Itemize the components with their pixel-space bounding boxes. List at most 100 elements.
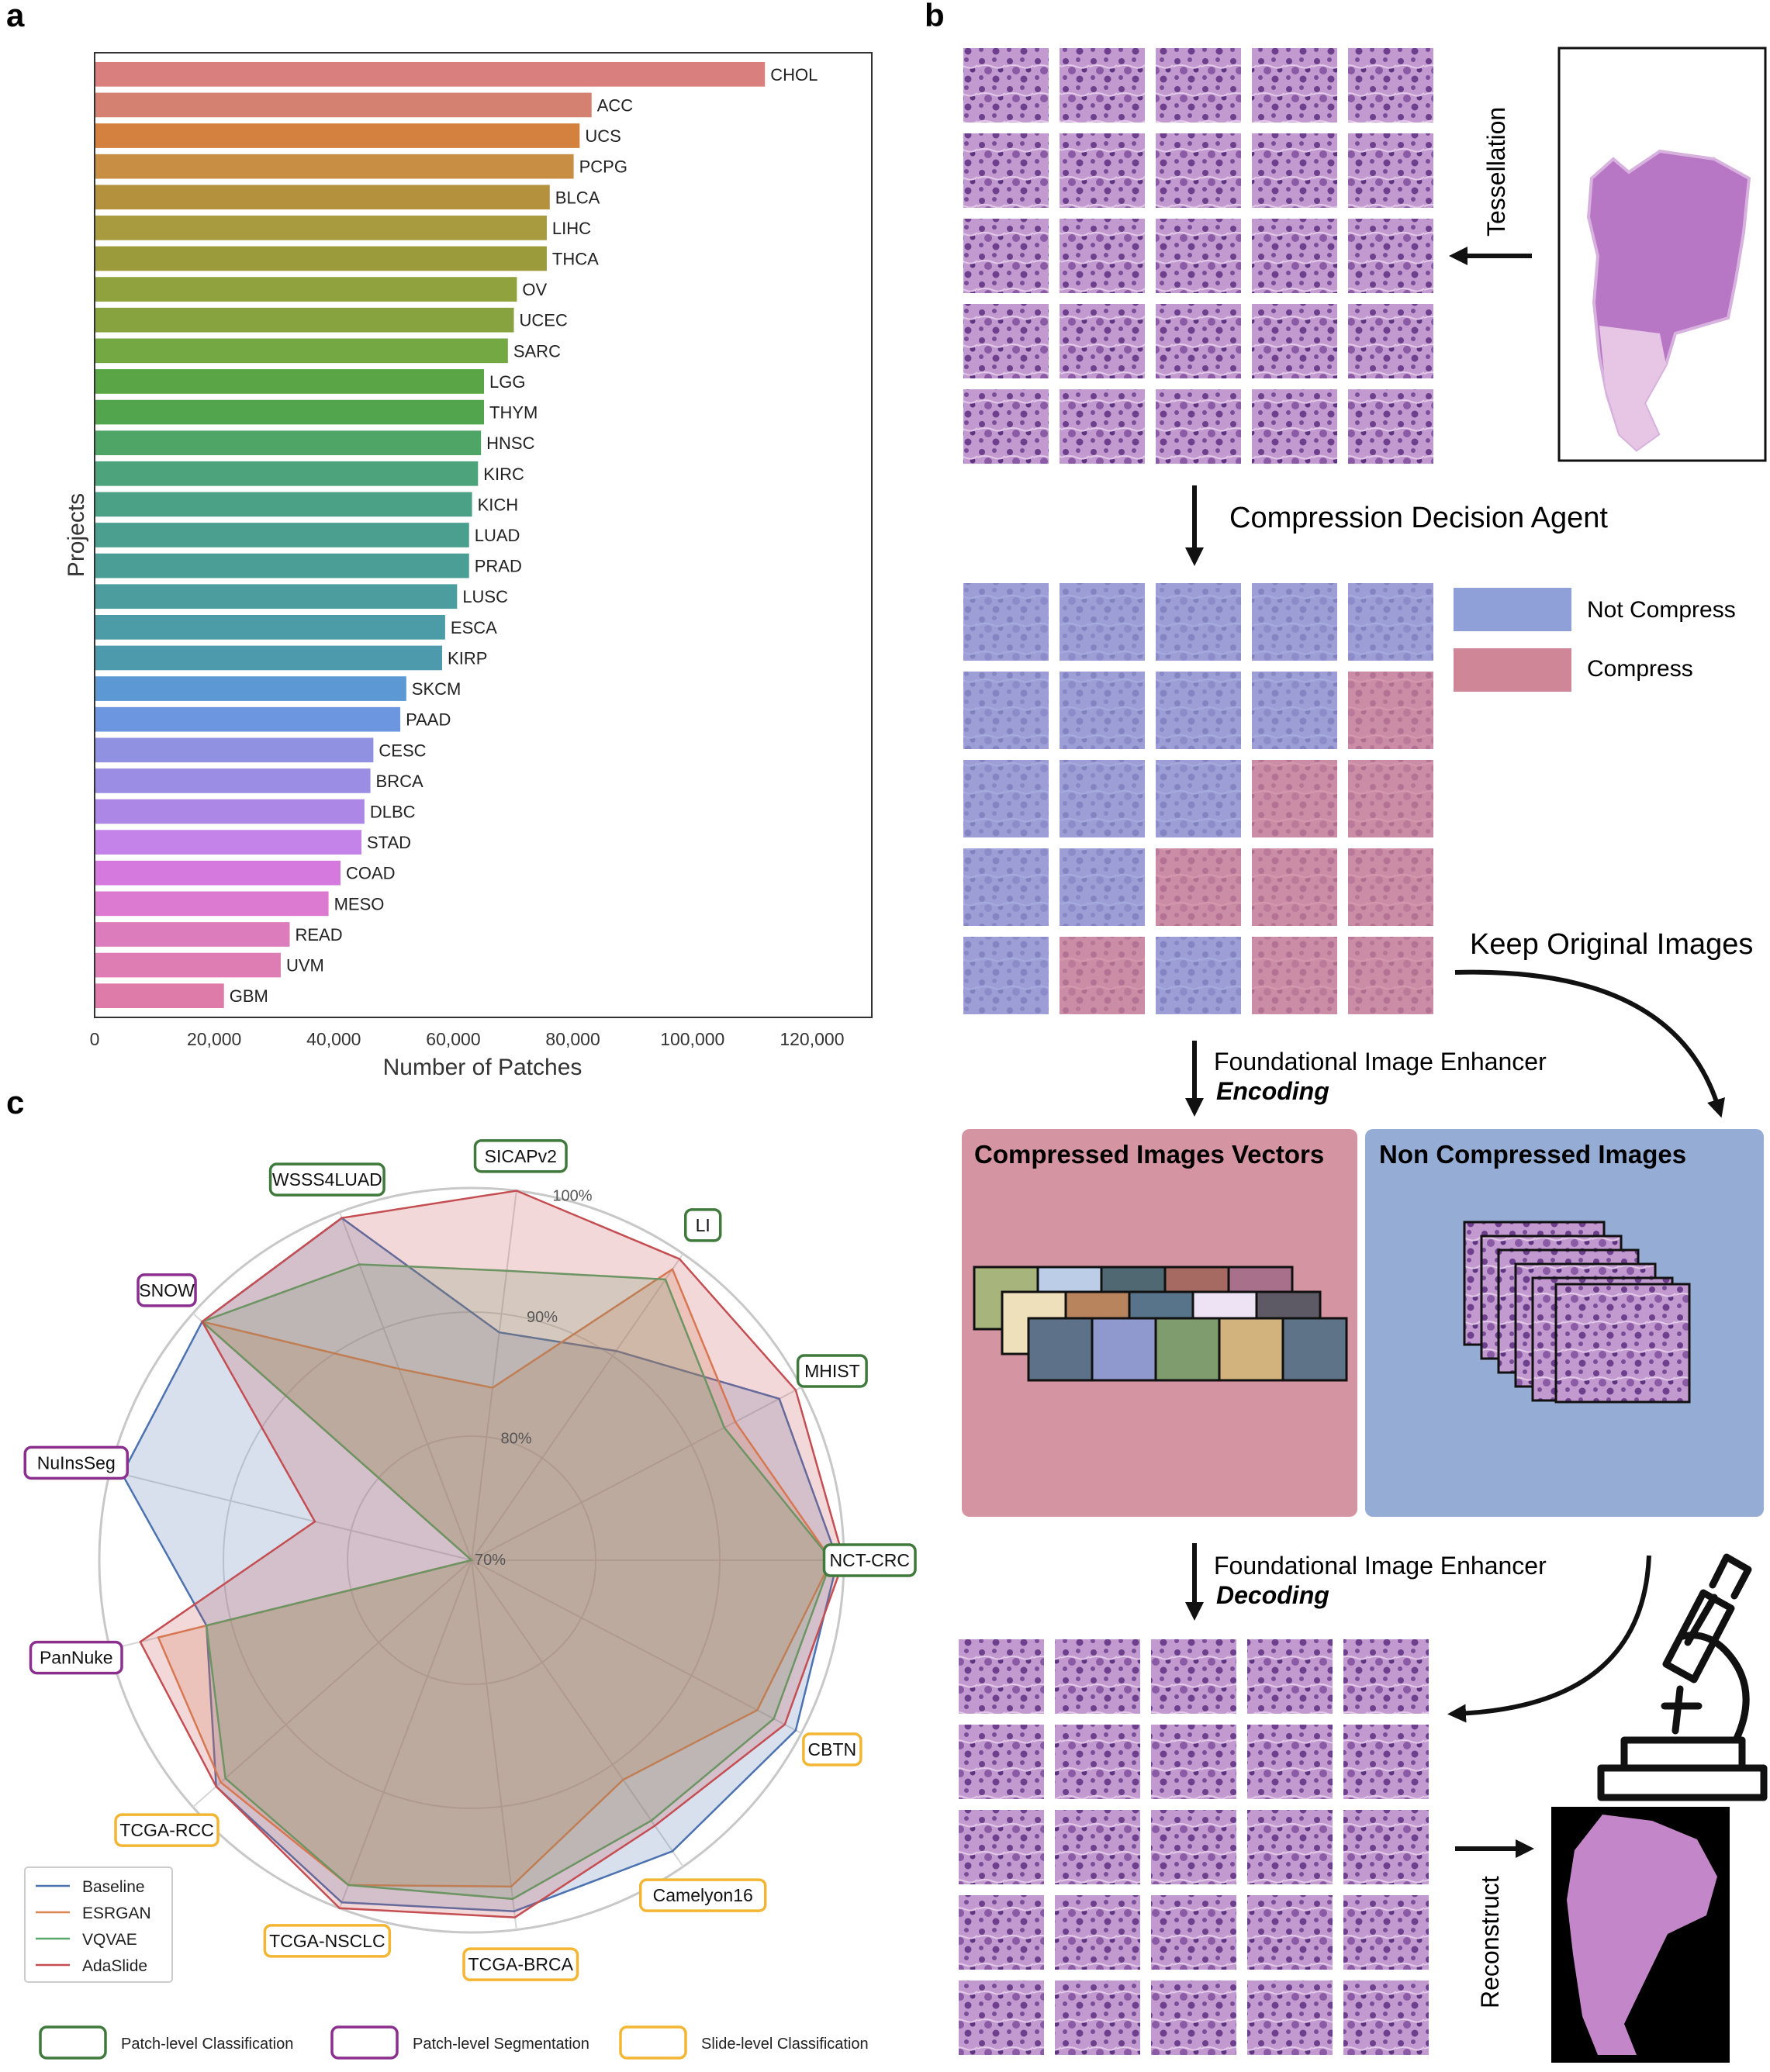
tile-keep-overlay [1156, 672, 1241, 749]
vector-cell [1027, 1317, 1094, 1382]
bar-meso [95, 891, 329, 917]
tile-texture [1348, 219, 1433, 293]
bar-thym [95, 399, 484, 425]
radar-axis-box [137, 1273, 197, 1307]
tile [1151, 1810, 1236, 1884]
tile-texture [1156, 219, 1241, 293]
tile [1060, 304, 1145, 378]
bar-esca [95, 614, 445, 640]
tessellation-label: Tessellation [1482, 107, 1510, 237]
bar-label-prad: PRAD [475, 557, 522, 576]
x-tick-label: 20,000 [187, 1029, 241, 1049]
tile [1348, 304, 1433, 378]
x-tick-label: 120,000 [780, 1029, 844, 1049]
tile-texture [1247, 1639, 1333, 1714]
bar-coad [95, 860, 341, 886]
tile-texture [963, 133, 1049, 208]
bar-stad [95, 830, 361, 855]
tile-keep-overlay [1060, 848, 1145, 926]
radar-axis-box [638, 1878, 767, 1912]
radar-r-tick-label: 100% [552, 1188, 592, 1205]
bar-kirc [95, 461, 479, 486]
tile-texture [1055, 1810, 1140, 1884]
tile [963, 848, 1049, 926]
radar-axis-box [462, 1947, 579, 1981]
tile [1156, 304, 1241, 378]
bar-label-ov: OV [522, 280, 547, 299]
output-tile-grid [959, 1639, 1429, 2055]
group-legend-label-patch-level-segmentation: Patch-level Segmentation [413, 2036, 589, 2053]
tile-texture [1060, 48, 1145, 123]
tile [959, 1980, 1044, 2055]
tile-texture [1247, 1895, 1333, 1970]
bar-label-kirp: KIRP [448, 648, 487, 668]
group-legend-label-patch-level-classification: Patch-level Classification [121, 2036, 293, 2053]
radar-r-tick-label: 90% [527, 1309, 558, 1326]
tile-texture [959, 1725, 1044, 1799]
reconstruct-label: Reconstruct [1476, 1876, 1504, 2008]
radar-spoke [471, 1387, 802, 1561]
tile-compress-overlay [1060, 937, 1145, 1014]
radar-r-tick-label: 80% [500, 1431, 531, 1448]
tile [1247, 1980, 1333, 2055]
tile [1151, 1725, 1236, 1799]
microscope-icon [1597, 1553, 1768, 1801]
tile-compress-overlay [1348, 848, 1433, 926]
radar-axis-label: SNOW [139, 1280, 195, 1300]
tile [1348, 848, 1433, 926]
tile-texture [1247, 1810, 1333, 1884]
radar-axis-box [263, 1924, 392, 1958]
tile-compress-overlay [1252, 937, 1337, 1014]
tile-texture [1156, 133, 1241, 208]
bar-skcm [95, 676, 406, 701]
tile-texture [959, 1639, 1044, 1714]
bar-pcpg [95, 154, 574, 179]
tile-keep-overlay [963, 583, 1049, 661]
radar-axis-label: TCGA-NSCLC [269, 1931, 385, 1951]
bar-prad [95, 553, 469, 578]
tile [1247, 1810, 1333, 1884]
tile [963, 760, 1049, 837]
tile [1060, 133, 1145, 208]
group-legend: Patch-level Classification Patch-level Se… [39, 2025, 869, 2060]
vector-cell [1154, 1317, 1221, 1382]
tile-texture [1247, 1980, 1333, 2055]
tile [1055, 1725, 1140, 1799]
tile-texture [1348, 133, 1433, 208]
noncompressed-title: Non Compressed Images [1379, 1140, 1686, 1169]
tile-texture [1343, 1810, 1429, 1884]
radar-spoke [471, 1253, 684, 1561]
tile-compress-overlay [1348, 937, 1433, 1014]
radar-axis-label: Camelyon16 [653, 1885, 753, 1905]
bar-label-ucs: UCS [585, 126, 621, 146]
tile [1156, 48, 1241, 123]
bar-label-ucec: UCEC [520, 311, 568, 330]
bar-label-lgg: LGG [489, 372, 525, 392]
tile-texture [1252, 48, 1337, 123]
bar-dlbc [95, 799, 365, 824]
tile [1348, 937, 1433, 1014]
bar-label-meso: MESO [334, 894, 385, 913]
radar-spoke [471, 1559, 517, 1930]
tile-texture [1055, 1895, 1140, 1970]
tile [1156, 219, 1241, 293]
tile [1252, 672, 1337, 749]
tile [1156, 389, 1241, 464]
tile [963, 672, 1049, 749]
tile [963, 133, 1049, 208]
bar-label-sarc: SARC [513, 341, 561, 361]
tile [1060, 48, 1145, 123]
tile-keep-overlay [963, 760, 1049, 837]
tile [1060, 389, 1145, 464]
decision-tile-grid [963, 583, 1433, 1014]
radar-r-tick-label: 70% [475, 1552, 506, 1569]
tile-keep-overlay [1348, 583, 1433, 661]
radar-axis-sicapv2: SICAPv2 [473, 1139, 568, 1173]
bar-label-chol: CHOL [770, 65, 818, 85]
tile [1348, 219, 1433, 293]
tile [963, 937, 1049, 1014]
tile [1343, 1895, 1429, 1970]
radar-axis-wsss4luad: WSSS4LUAD [268, 1162, 385, 1197]
bar-label-lihc: LIHC [552, 219, 591, 238]
tile [1343, 1725, 1429, 1799]
